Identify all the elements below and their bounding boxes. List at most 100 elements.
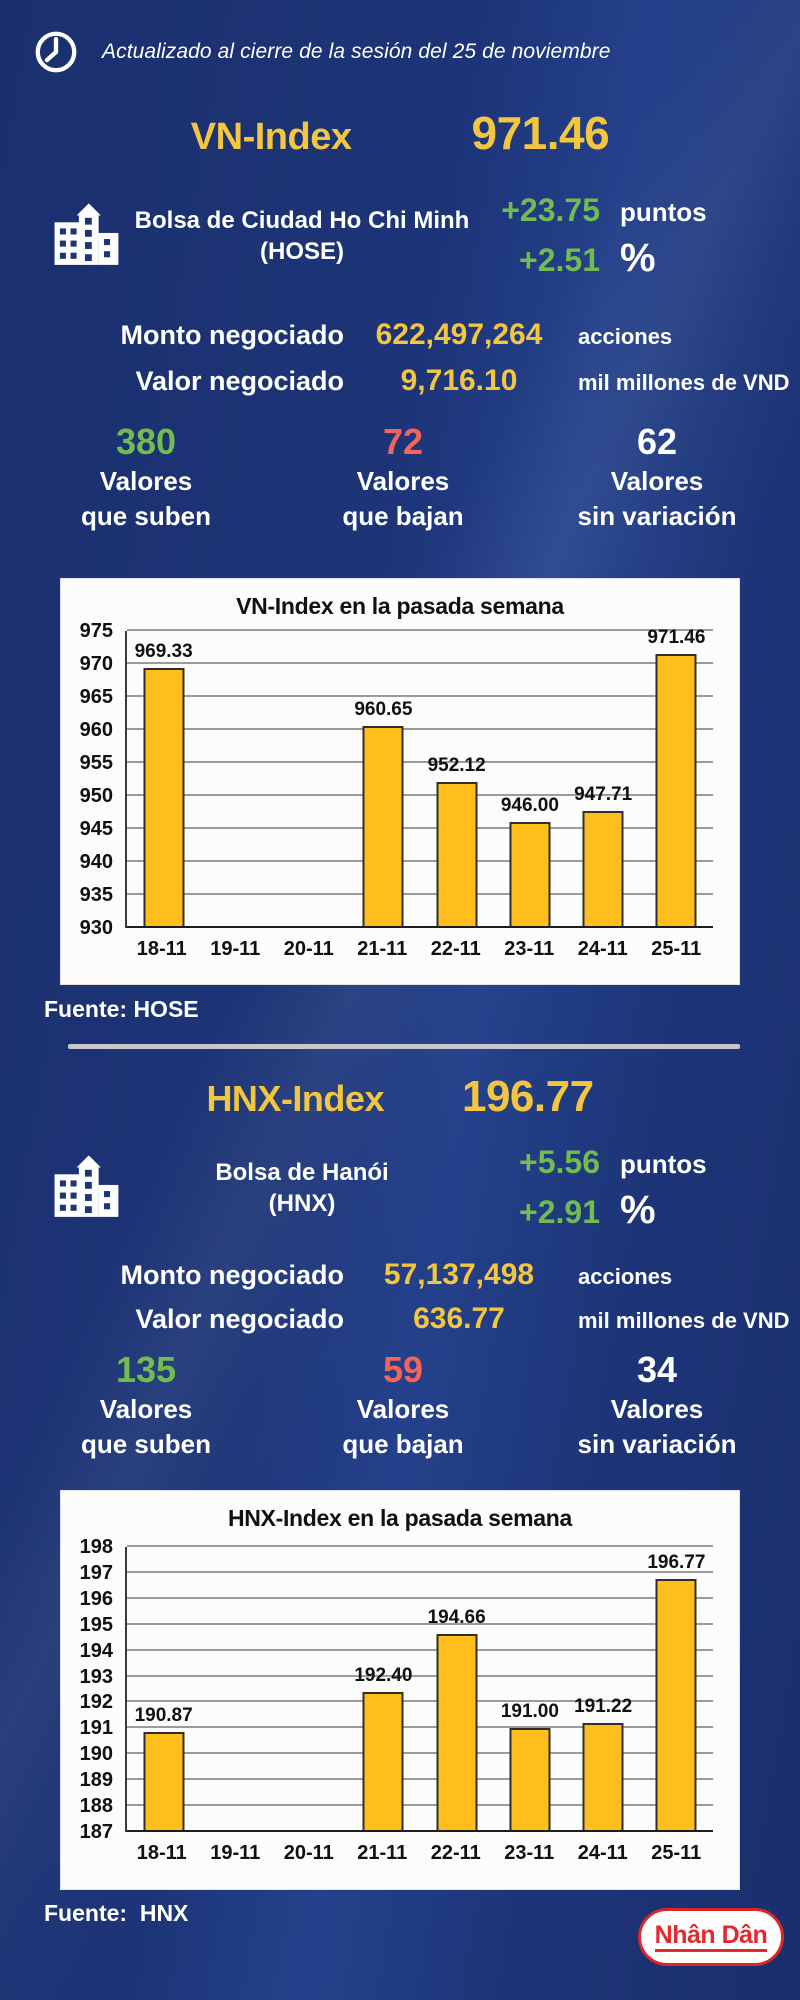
bar-value-label: 196.77 bbox=[647, 1551, 706, 1573]
clock-icon bbox=[35, 31, 77, 73]
hnx-value-label: Valor negociado bbox=[135, 1304, 344, 1334]
y-tick-label: 935 bbox=[79, 884, 113, 907]
bar bbox=[143, 668, 185, 928]
vn-value-value: 9,716.10 bbox=[400, 364, 518, 397]
gridline bbox=[127, 893, 713, 896]
gridline bbox=[127, 1674, 713, 1677]
bar bbox=[509, 1728, 551, 1832]
vn-value-row: Valor negociado 9,716.10 mil millones de… bbox=[0, 364, 800, 398]
hnx-volume-row: Monto negociado 57,137,498 acciones bbox=[0, 1258, 800, 1292]
vn-change-points-row: +23.75 puntos bbox=[488, 192, 707, 236]
x-tick-label: 23-11 bbox=[504, 938, 555, 960]
hnx-advancers-count: 135 bbox=[115, 1349, 177, 1390]
vn-unchanged-label-2: sin variación bbox=[577, 501, 737, 531]
x-tick-label: 18-11 bbox=[136, 938, 187, 960]
hnx-unchanged-count: 34 bbox=[636, 1349, 678, 1390]
bar bbox=[582, 811, 624, 928]
gridline bbox=[127, 1545, 713, 1547]
y-tick-label: 191 bbox=[79, 1717, 113, 1740]
bar-slot bbox=[274, 631, 347, 928]
bar bbox=[436, 782, 478, 928]
vn-value-label: Valor negociado bbox=[135, 366, 344, 396]
nhan-dan-logo: Nhân Dân bbox=[638, 1908, 784, 1966]
vn-change-block: +23.75 puntos +2.51 % bbox=[488, 192, 707, 280]
x-tick-label: 21-11 bbox=[357, 1842, 408, 1864]
bars-layer: 969.33 960.65 952.12 946.00 947.71 971.46 bbox=[127, 627, 713, 928]
x-tick-label: 24-11 bbox=[577, 938, 628, 960]
x-axis: 18-11 19-11 20-11 21-11 22-11 23-11 24-11 25-11 bbox=[125, 938, 713, 966]
y-axis: 198 197 196 195 194 193 192 191 190 189 188 187 bbox=[61, 1537, 125, 1842]
hnx-stats-row: 135 Valores que suben 59 Valores que baj… bbox=[0, 1348, 800, 1462]
chart-title: HNX-Index en la pasada semana bbox=[227, 1505, 573, 1531]
vn-volume-label: Monto negociado bbox=[120, 320, 344, 350]
bar-slot bbox=[200, 631, 273, 928]
hnx-unchanged-label-1: Valores bbox=[610, 1394, 704, 1424]
y-tick-label: 193 bbox=[79, 1665, 113, 1688]
hnx-decliners-label-1: Valores bbox=[356, 1394, 450, 1424]
vn-decliners-label-2: que bajan bbox=[342, 501, 464, 531]
bar-value-label: 191.00 bbox=[500, 1701, 559, 1723]
bar-value-label: 960.65 bbox=[354, 698, 413, 720]
bar-value-label: 194.66 bbox=[427, 1606, 486, 1628]
vn-percent-label: % bbox=[620, 236, 656, 280]
hnx-change-points: +5.56 bbox=[519, 1144, 600, 1180]
hnx-weekly-chart: HNX-Index en la pasada semana 198 197 196 1… bbox=[60, 1490, 740, 1890]
hnx-advancers-label-1: Valores bbox=[99, 1394, 193, 1424]
vn-volume-unit: acciones bbox=[578, 324, 673, 349]
bar-value-label: 952.12 bbox=[427, 755, 486, 777]
vn-index-header: VN-Index 971.46 bbox=[0, 106, 800, 160]
x-tick-label: 20-11 bbox=[283, 938, 334, 960]
vn-source: Fuente: HOSE bbox=[44, 996, 199, 1022]
hnx-exchange-name-block: Bolsa de Hanói (HNX) bbox=[126, 1157, 478, 1219]
vn-volume-value: 622,497,264 bbox=[375, 318, 543, 351]
y-tick-label: 945 bbox=[79, 818, 113, 840]
y-tick-label: 197 bbox=[79, 1561, 113, 1584]
bar bbox=[655, 654, 697, 928]
bar bbox=[582, 1722, 624, 1832]
gridline bbox=[127, 794, 713, 797]
y-tick-label: 196 bbox=[79, 1587, 113, 1610]
bar-slot bbox=[200, 1547, 273, 1832]
hnx-index-value: 196.77 bbox=[461, 1072, 594, 1121]
x-tick-label: 24-11 bbox=[577, 1842, 628, 1864]
vn-exchange-row: Bolsa de Ciudad Ho Chi Minh (HOSE) +23.7… bbox=[50, 192, 750, 280]
gridline bbox=[127, 695, 713, 697]
gridline bbox=[127, 1596, 713, 1599]
y-tick-label: 188 bbox=[79, 1795, 113, 1818]
hnx-decliners-count: 59 bbox=[382, 1349, 424, 1390]
x-tick-label: 19-11 bbox=[210, 938, 261, 960]
update-header: Actualizado al cierre de la sesión del 2… bbox=[32, 28, 611, 76]
gridline bbox=[127, 1700, 713, 1703]
vn-index-name: VN-Index bbox=[190, 116, 352, 158]
x-tick-label: 25-11 bbox=[651, 1842, 702, 1864]
hnx-unchanged-label-2: sin variación bbox=[577, 1429, 737, 1459]
gridline bbox=[127, 860, 713, 863]
hnx-change-block: +5.56 puntos +2.91 % bbox=[488, 1144, 707, 1232]
bar-slot: 960.65 bbox=[347, 631, 420, 928]
bar bbox=[362, 725, 404, 928]
x-tick-label: 21-11 bbox=[357, 938, 408, 960]
building-icon bbox=[54, 203, 119, 265]
vn-points-label: puntos bbox=[620, 197, 707, 227]
gridline bbox=[127, 728, 713, 730]
hnx-decliners-stat: 59 Valores que bajan bbox=[292, 1348, 514, 1462]
vn-advancers-label-2: que suben bbox=[80, 501, 211, 531]
gridline bbox=[127, 1622, 713, 1625]
gridline bbox=[127, 662, 713, 665]
vn-index-value: 971.46 bbox=[471, 107, 610, 159]
hnx-volume-unit: acciones bbox=[578, 1264, 673, 1289]
section-divider bbox=[68, 1044, 740, 1049]
hnx-volume-label: Monto negociado bbox=[120, 1260, 344, 1290]
bar-slot: 192.40 bbox=[347, 1547, 420, 1832]
plot-area: 969.33 960.65 952.12 946.00 947.71 971.46 bbox=[125, 627, 713, 928]
hnx-points-label: puntos bbox=[620, 1149, 707, 1179]
y-tick-label: 195 bbox=[79, 1613, 113, 1636]
hnx-advancers-stat: 135 Valores que suben bbox=[0, 1348, 292, 1462]
x-axis-baseline bbox=[127, 1830, 713, 1832]
x-tick-label: 19-11 bbox=[210, 1842, 261, 1864]
hnx-unchanged-stat: 34 Valores sin variación bbox=[514, 1348, 800, 1462]
y-tick-label: 190 bbox=[79, 1743, 113, 1766]
bar-value-label: 946.00 bbox=[500, 795, 559, 817]
bar-value-label: 969.33 bbox=[134, 641, 193, 663]
bar-value-label: 190.87 bbox=[134, 1704, 193, 1726]
